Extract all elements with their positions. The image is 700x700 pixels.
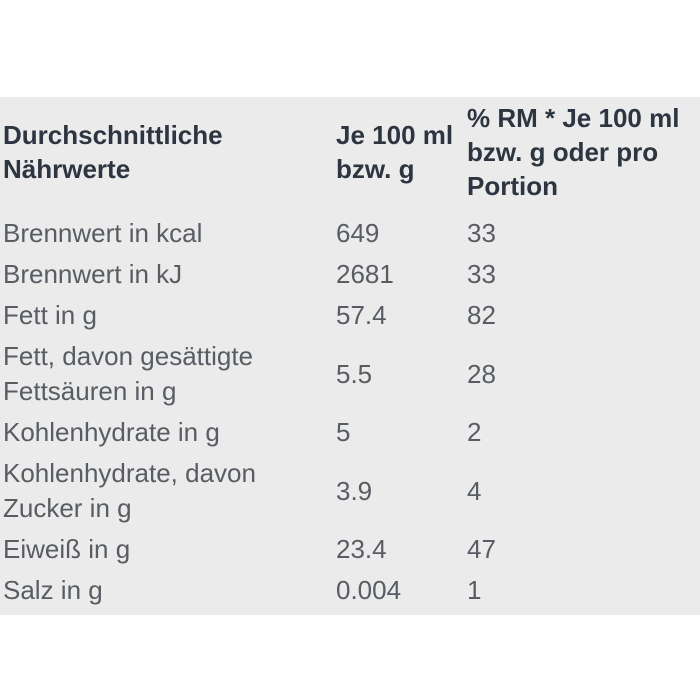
table-row: Fett in g 57.4 82 <box>0 295 700 336</box>
nutrient-label: Fett, davon gesättigte Fettsäuren in g <box>3 341 254 406</box>
value-per-100: 2681 <box>336 259 394 289</box>
value-rm-percent: 1 <box>467 575 482 605</box>
column-header-nutrients: Durchschnittliche Nährwerte <box>3 120 223 184</box>
table-row: Salz in g 0.004 1 <box>0 570 700 611</box>
nutrient-label: Eiweiß in g <box>3 534 131 564</box>
table-row: Brennwert in kcal 649 33 <box>0 213 700 254</box>
value-per-100: 5 <box>336 417 351 447</box>
value-rm-percent: 33 <box>467 218 496 248</box>
nutrient-label: Kohlenhydrate, davon Zucker in g <box>3 458 256 523</box>
column-header-rm-percent: % RM * Je 100 ml bzw. g oder pro Portion <box>467 103 680 201</box>
value-rm-percent: 2 <box>467 417 482 447</box>
nutrient-label: Salz in g <box>3 575 103 605</box>
nutrient-label: Brennwert in kJ <box>3 259 183 289</box>
column-header-per-100: Je 100 ml bzw. g <box>336 120 454 184</box>
value-per-100: 5.5 <box>336 358 373 389</box>
table-row: Fett, davon gesättigte Fettsäuren in g 5… <box>0 336 700 412</box>
value-rm-percent: 33 <box>467 259 496 289</box>
value-rm-percent: 82 <box>467 300 496 330</box>
nutrition-table: Durchschnittliche Nährwerte Je 100 ml bz… <box>0 97 700 611</box>
nutrient-label: Brennwert in kcal <box>3 218 203 248</box>
value-rm-percent: 28 <box>467 358 496 389</box>
header-row: Durchschnittliche Nährwerte Je 100 ml bz… <box>0 97 700 213</box>
table-row: Kohlenhydrate in g 5 2 <box>0 412 700 453</box>
nutrition-table-section: Durchschnittliche Nährwerte Je 100 ml bz… <box>0 97 700 615</box>
table-row: Brennwert in kJ 2681 33 <box>0 254 700 295</box>
value-rm-percent: 4 <box>467 475 482 506</box>
nutrient-label: Kohlenhydrate in g <box>3 417 220 447</box>
value-per-100: 0.004 <box>336 575 402 605</box>
value-per-100: 57.4 <box>336 300 387 330</box>
table-row: Eiweiß in g 23.4 47 <box>0 529 700 570</box>
value-per-100: 649 <box>336 218 380 248</box>
value-rm-percent: 47 <box>467 534 496 564</box>
nutrient-label: Fett in g <box>3 300 97 330</box>
table-row: Kohlenhydrate, davon Zucker in g 3.9 4 <box>0 453 700 529</box>
value-per-100: 23.4 <box>336 534 387 564</box>
value-per-100: 3.9 <box>336 475 373 506</box>
